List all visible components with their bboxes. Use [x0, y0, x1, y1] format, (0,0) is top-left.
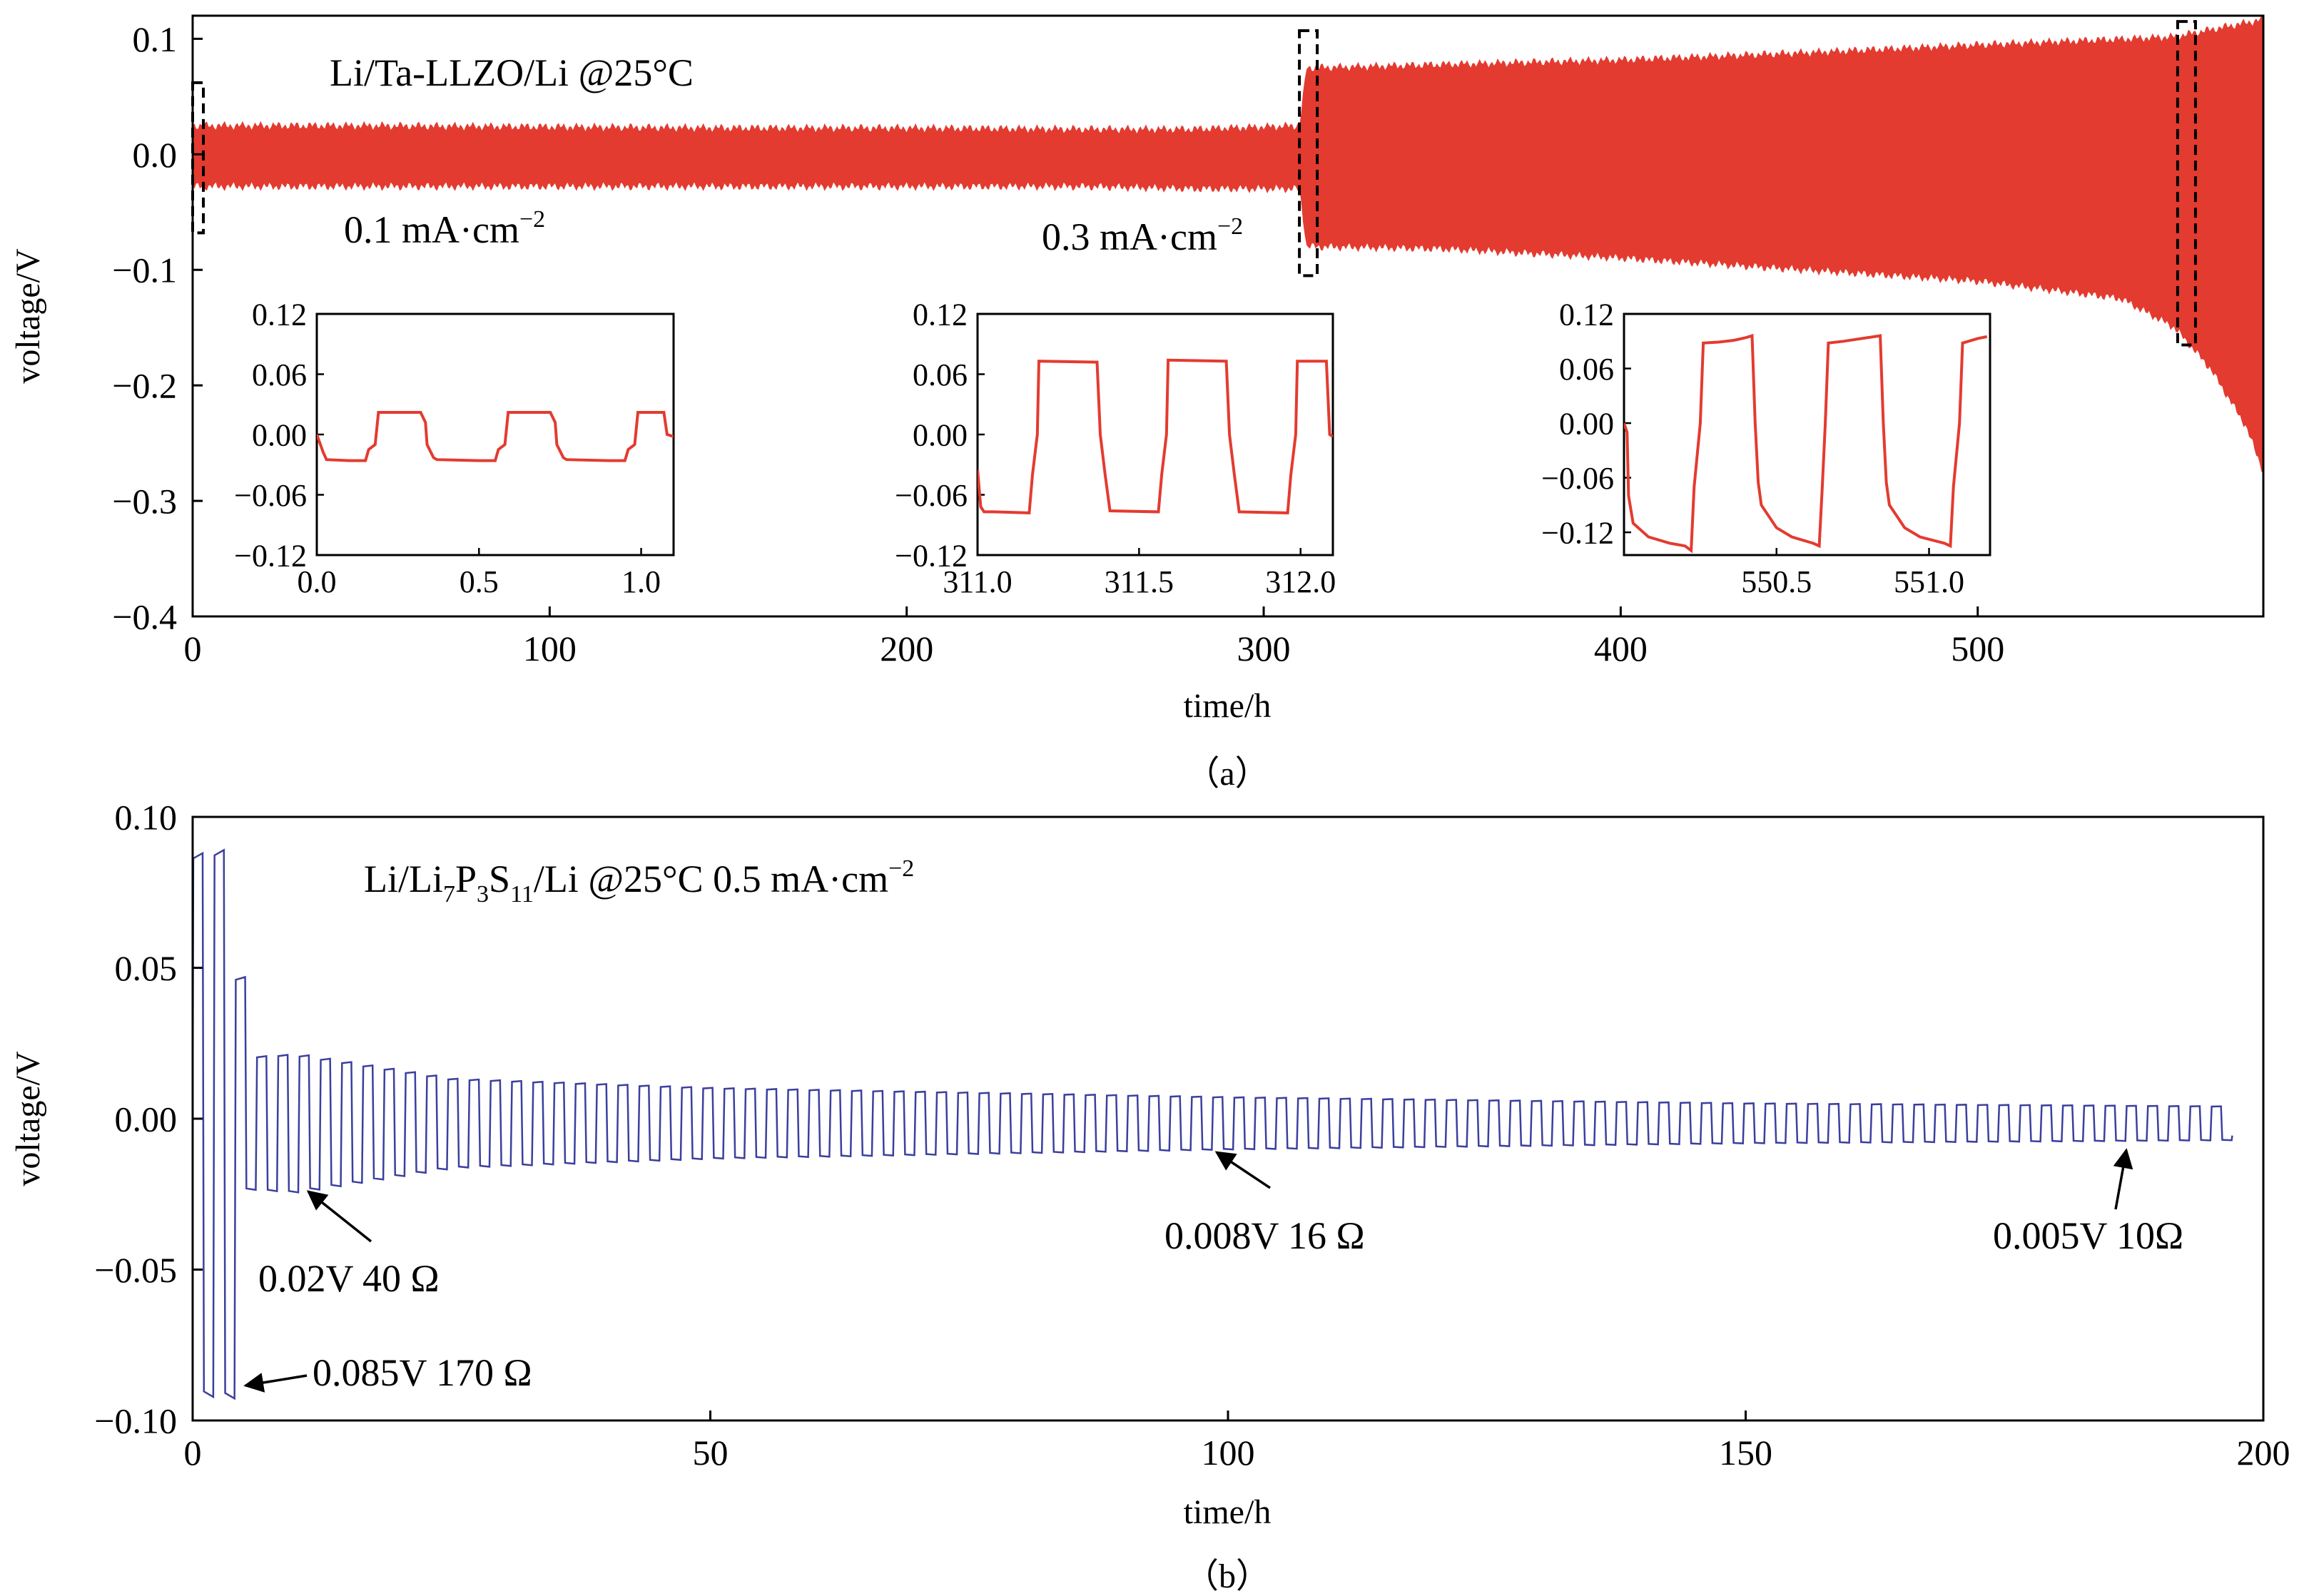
x-tick-label: 0.0	[298, 564, 337, 599]
chart-panel-b: 0 50 100 150 200 −0.10 −0.05 0.00 0.05 0.10 Li/Li…	[9, 798, 2290, 1596]
panel-b-xlabel: time/h	[1184, 1493, 1272, 1531]
chart-panel-a: 0 100 200 300 400 500 −0.4 −0.3 −0.2 −0.1 0.0 0.1 L…	[9, 14, 2265, 793]
x-tick-label: 100	[1202, 1433, 1255, 1473]
voltage-envelope-band	[193, 16, 2263, 472]
panel-a-xlabel: time/h	[1184, 687, 1272, 725]
inset-frame	[976, 312, 1334, 556]
y-tick-label: −0.10	[94, 1401, 177, 1441]
panel-a-label: （a）	[1185, 755, 1269, 793]
y-tick-label: −0.06	[895, 478, 968, 513]
x-tick-label: 500	[1951, 629, 2004, 669]
annotation-10-ohm: 0.005V 10Ω	[1993, 1148, 2183, 1257]
panel-a-ylabel: voltage/V	[9, 248, 47, 384]
annotation-arrow	[306, 1190, 372, 1243]
x-tick-label: 311.0	[943, 564, 1012, 599]
x-tick-label: 0	[184, 1433, 202, 1473]
x-tick-label: 50	[693, 1433, 729, 1473]
x-tick-label: 550.5	[1741, 564, 1812, 599]
x-tick-label: 150	[1719, 1433, 1772, 1473]
x-tick-label: 1.0	[621, 564, 661, 599]
y-tick-label: 0.00	[1559, 406, 1614, 441]
x-tick-label: 551.0	[1894, 564, 1964, 599]
annotation-text: 0.005V 10Ω	[1993, 1214, 2183, 1257]
inset-voltage-line	[1624, 333, 1988, 554]
annotation-16-ohm: 0.008V 16 Ω	[1164, 1151, 1365, 1257]
y-tick-label: 0.06	[1559, 352, 1614, 387]
y-tick-label: −0.06	[234, 478, 307, 513]
y-tick-label: 0.12	[252, 297, 307, 332]
annotation-arrow	[1214, 1151, 1271, 1189]
x-tick-label: 0	[184, 629, 202, 669]
panel-b-ylabel: voltage/V	[9, 1051, 47, 1186]
zoom-window-marker	[1298, 29, 1319, 278]
zoom-window-marker	[191, 81, 205, 235]
y-tick-label: −0.4	[112, 597, 177, 637]
panel-b-axes: 0 50 100 150 200 −0.10 −0.05 0.00 0.05 0.10	[94, 798, 2290, 1473]
y-tick-label: 0.1	[133, 19, 178, 59]
panel-b-title: Li/Li7P3S11/Li @25°C 0.5 mA·cm−2	[364, 855, 914, 908]
y-tick-label: −0.12	[234, 538, 307, 573]
y-tick-label: 0.0	[133, 135, 178, 175]
y-tick-label: −0.12	[895, 538, 968, 573]
y-tick-label: −0.12	[1541, 516, 1614, 551]
inset-chart-1: 0.0 0.5 1.0 −0.12 −0.06 0.00 0.06 0.12	[234, 297, 675, 599]
x-tick-label: 200	[2237, 1433, 2290, 1473]
y-tick-label: −0.05	[94, 1250, 177, 1290]
y-tick-label: −0.2	[112, 366, 177, 406]
x-tick-label: 200	[880, 629, 933, 669]
y-tick-label: 0.00	[252, 417, 307, 452]
annotation-current-high: 0.3 mA·cm−2	[1042, 213, 1243, 258]
y-tick-label: 0.06	[252, 357, 307, 392]
y-tick-label: 0.12	[1559, 297, 1614, 332]
inset-frame	[315, 312, 675, 556]
annotation-arrow	[243, 1373, 308, 1393]
y-tick-label: 0.06	[913, 357, 968, 392]
panel-a-axes: 0 100 200 300 400 500 −0.4 −0.3 −0.2 −0.1 0.0 0.1	[112, 19, 2004, 669]
annotation-170-ohm: 0.085V 170 Ω	[243, 1351, 532, 1394]
x-tick-label: 311.5	[1105, 564, 1174, 599]
y-tick-label: 0.10	[115, 798, 178, 838]
y-tick-label: 0.12	[913, 297, 968, 332]
panel-a-frame	[191, 14, 2265, 618]
annotation-arrow	[2113, 1148, 2133, 1210]
inset-chart-3: 550.5 551.0 −0.12 −0.06 0.00 0.06 0.12	[1541, 297, 1991, 599]
inset-frame	[1623, 312, 1991, 556]
x-tick-label: 300	[1237, 629, 1291, 669]
zoom-window-marker	[2176, 20, 2197, 347]
annotation-text: 0.085V 170 Ω	[313, 1351, 532, 1394]
y-tick-label: −0.1	[112, 250, 177, 290]
annotation-40-ohm: 0.02V 40 Ω	[258, 1190, 440, 1300]
annotation-current-low: 0.1 mA·cm−2	[344, 206, 545, 251]
y-tick-label: 0.00	[115, 1099, 178, 1139]
annotation-text: 0.02V 40 Ω	[258, 1257, 440, 1300]
x-tick-label: 0.5	[460, 564, 499, 599]
panel-b-label: （b）	[1184, 1557, 1270, 1595]
panel-a-title: Li/Ta-LLZO/Li @25°C	[330, 51, 694, 94]
y-tick-label: 0.05	[115, 948, 178, 988]
inset-voltage-line	[317, 411, 674, 462]
inset-chart-2: 311.0 311.5 312.0 −0.12 −0.06 0.00 0.06 0.12	[895, 297, 1336, 599]
inset-voltage-line	[978, 358, 1333, 514]
x-tick-label: 312.0	[1265, 564, 1336, 599]
x-tick-label: 100	[523, 629, 577, 669]
zoom-highlight-windows	[191, 20, 2197, 347]
x-tick-label: 400	[1594, 629, 1648, 669]
voltage-line-series	[193, 848, 2233, 1401]
y-tick-label: −0.3	[112, 482, 177, 522]
y-tick-label: −0.06	[1541, 461, 1614, 496]
annotation-text: 0.008V 16 Ω	[1164, 1214, 1365, 1257]
y-tick-label: 0.00	[913, 417, 968, 452]
panel-b-frame	[191, 815, 2265, 1422]
